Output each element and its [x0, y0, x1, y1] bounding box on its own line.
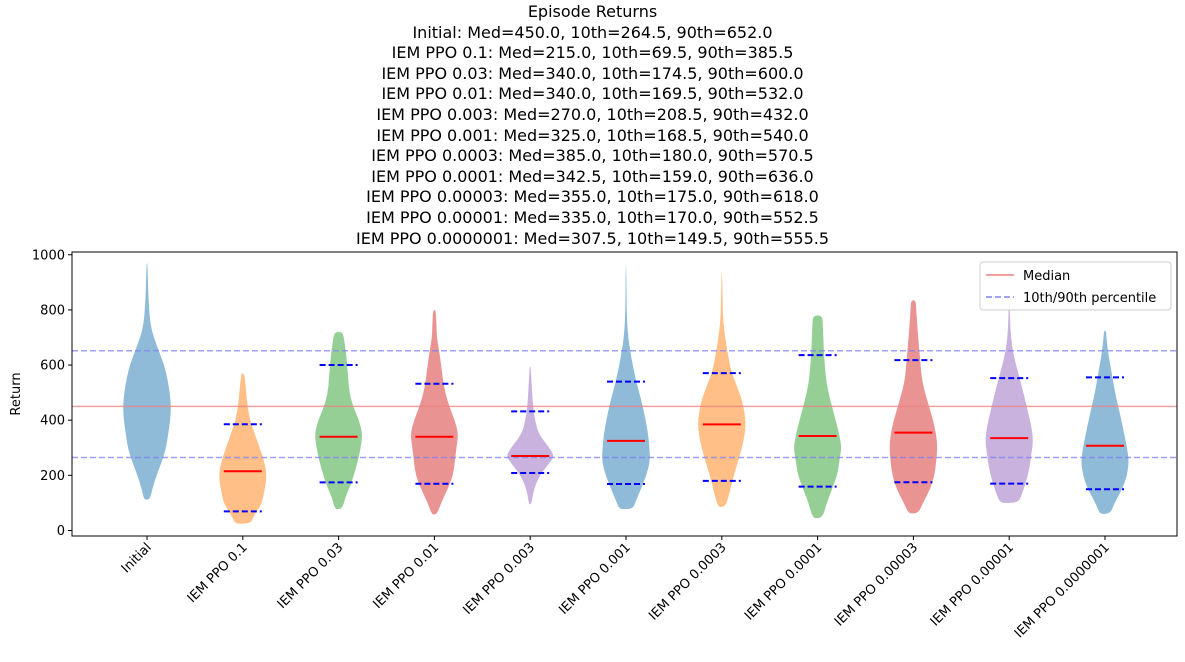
subtitle-line-iem-ppo-0-0003: IEM PPO 0.0003: Med=385.0, 10th=180.0, 9… [371, 146, 814, 166]
x-tick-label-iem-ppo-0-0001: IEM PPO 0.0001 [742, 540, 825, 623]
y-tick-label: 0 [57, 524, 65, 539]
reference-lines-layer [72, 349, 1177, 459]
violin-iem-ppo-0-0003 [698, 271, 746, 507]
plot-area-frame [71, 251, 1178, 537]
x-tick-label-iem-ppo-0-01: IEM PPO 0.01 [371, 540, 443, 612]
violin-iem-ppo-0-003 [507, 366, 554, 505]
subtitle-line-iem-ppo-0-00003: IEM PPO 0.00003: Med=355.0, 10th=175.0, … [366, 187, 819, 207]
y-tick-label: 800 [40, 303, 65, 318]
chart-title-block: Episode Returns Initial: Med=450.0, 10th… [0, 2, 1185, 249]
violin-iem-ppo-0-0000001 [1081, 330, 1129, 514]
y-axis: 0 200 400 600 800 1000 [32, 248, 72, 539]
subtitle-line-iem-ppo-0-001: IEM PPO 0.001: Med=325.0, 10th=168.5, 90… [376, 125, 809, 145]
legend-percentile-label: 10th/90th percentile [1023, 291, 1156, 306]
subtitle-line-iem-ppo-0-0000001: IEM PPO 0.0000001: Med=307.5, 10th=149.5… [355, 228, 830, 248]
x-tick-label-iem-ppo-0-00001: IEM PPO 0.00001 [928, 540, 1017, 629]
violin-iem-ppo-0-0001 [794, 315, 842, 519]
median-percentile-markers-layer [223, 354, 1124, 513]
x-tick-label-iem-ppo-0-0000001: IEM PPO 0.0000001 [1012, 540, 1113, 641]
chart-title: Episode Returns [527, 2, 658, 21]
subtitle-line-iem-ppo-0-03: IEM PPO 0.03: Med=340.0, 10th=174.5, 90t… [381, 63, 804, 83]
x-tick-label-iem-ppo-0-0003: IEM PPO 0.0003 [646, 540, 729, 623]
legend-median-label: Median [1023, 269, 1070, 284]
violin-initial [123, 263, 171, 500]
subtitle-line-iem-ppo-0-1: IEM PPO 0.1: Med=215.0, 10th=69.5, 90th=… [391, 43, 794, 63]
violin-iem-ppo-0-1 [219, 373, 267, 524]
y-tick-label: 600 [40, 359, 65, 374]
y-axis-label: Return [9, 372, 24, 415]
violin-iem-ppo-0-03 [315, 332, 362, 509]
subtitle-line-iem-ppo-0-01: IEM PPO 0.01: Med=340.0, 10th=169.5, 90t… [381, 84, 804, 104]
x-tick-label-iem-ppo-0-00003: IEM PPO 0.00003 [832, 540, 921, 629]
x-tick-label-iem-ppo-0-003: IEM PPO 0.003 [460, 540, 538, 618]
violin-iem-ppo-0-01 [411, 309, 458, 515]
x-tick-label-iem-ppo-0-001: IEM PPO 0.001 [556, 540, 634, 618]
x-tick-label-iem-ppo-0-1: IEM PPO 0.1 [185, 540, 251, 606]
violin-iem-ppo-0-001 [602, 265, 650, 509]
y-tick-label: 1000 [32, 248, 65, 263]
y-tick-label: 200 [40, 469, 65, 484]
legend-frame [979, 261, 1172, 311]
x-axis: Initial IEM PPO 0.1 IEM PPO 0.03 IEM PPO 0.… [119, 536, 1113, 641]
subtitle-line-iem-ppo-0-00001: IEM PPO 0.00001: Med=335.0, 10th=170.0, … [366, 207, 819, 227]
subtitle-line-iem-ppo-0-0001: IEM PPO 0.0001: Med=342.5, 10th=159.0, 9… [371, 166, 814, 186]
subtitle-line-iem-ppo-0-003: IEM PPO 0.003: Med=270.0, 10th=208.5, 90… [376, 104, 809, 124]
violins-layer [123, 263, 1129, 524]
subtitle-line-initial: Initial: Med=450.0, 10th=264.5, 90th=652… [412, 22, 773, 42]
violin-iem-ppo-0-00001 [985, 301, 1033, 503]
legend: Median 10th/90th percentile [979, 261, 1172, 311]
x-tick-label-initial: Initial [119, 540, 155, 576]
x-tick-label-iem-ppo-0-03: IEM PPO 0.03 [275, 540, 347, 612]
y-tick-label: 400 [40, 414, 65, 429]
